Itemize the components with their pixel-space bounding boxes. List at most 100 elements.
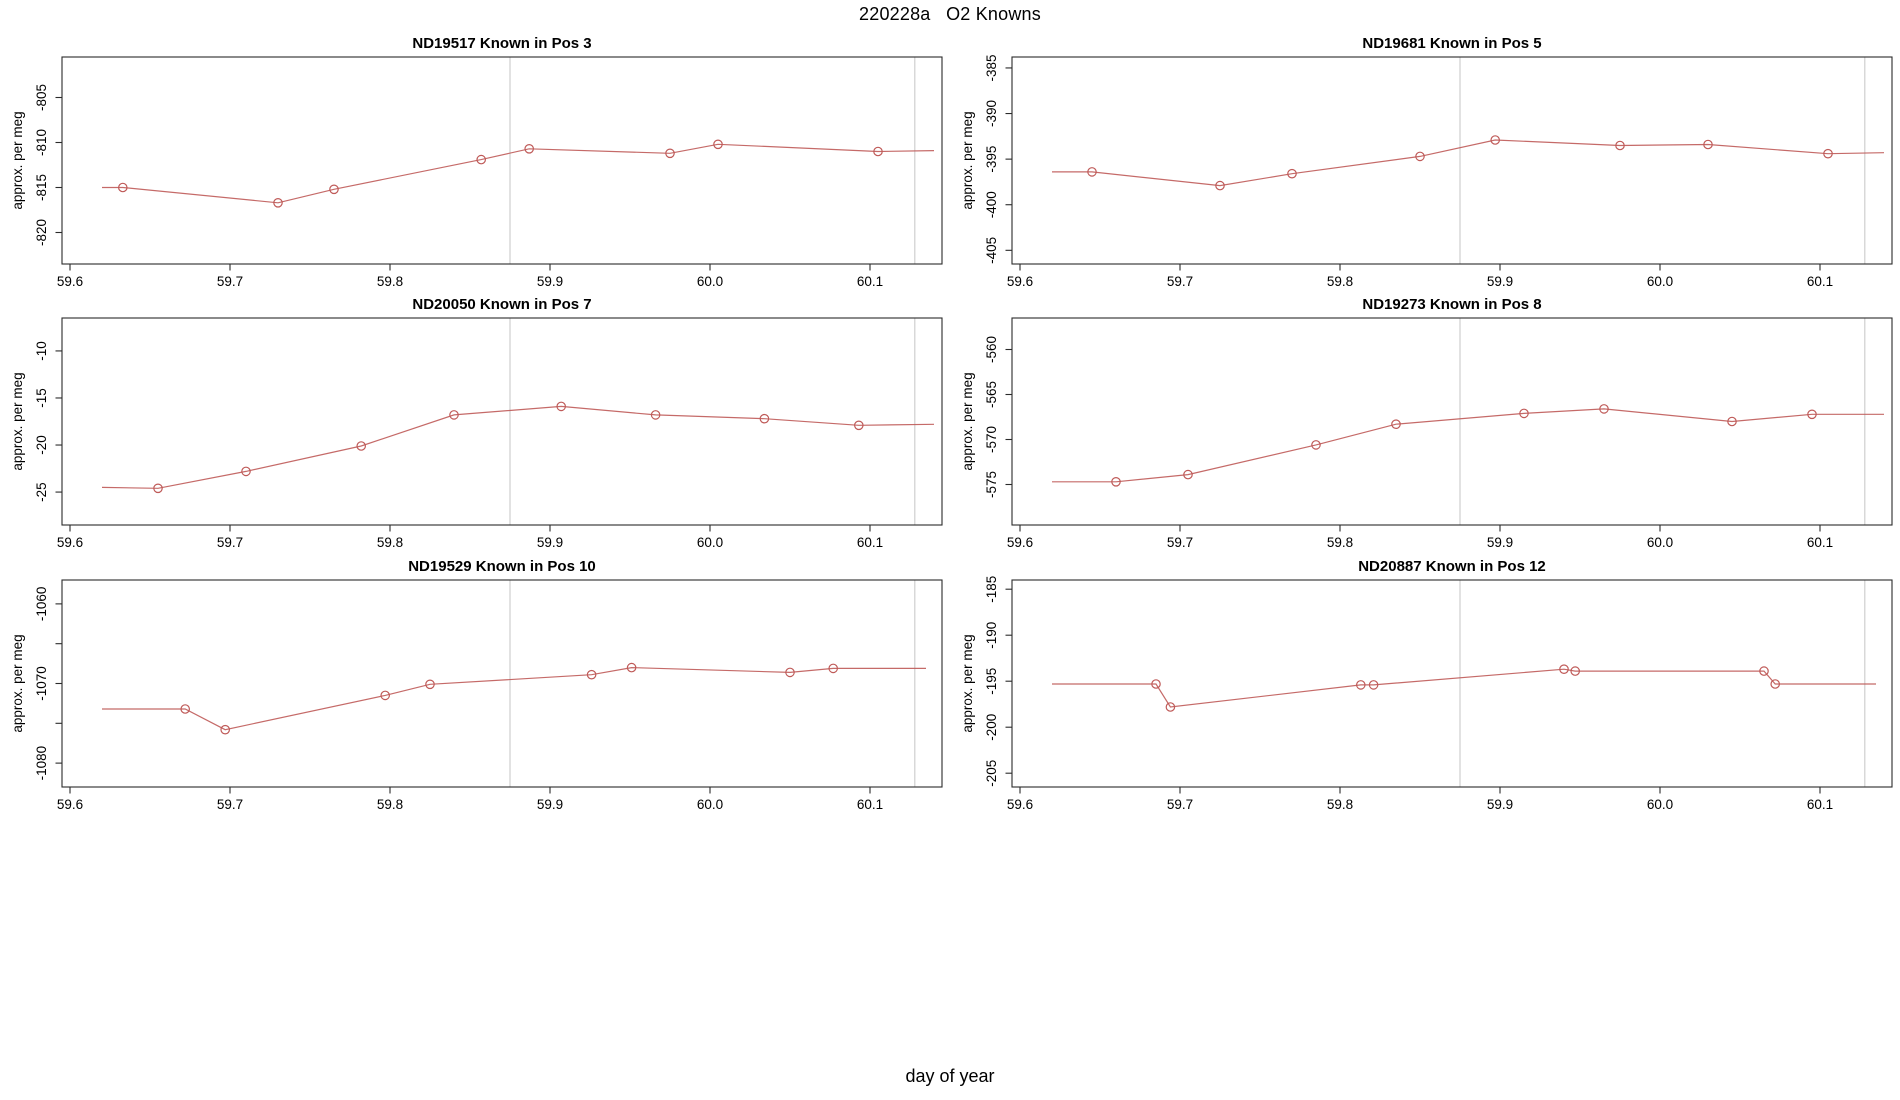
data-point [1490, 135, 1500, 145]
x-tick-label: 60.0 [1647, 535, 1673, 550]
y-axis-label: approx. per meg [10, 111, 25, 209]
data-point [1599, 404, 1609, 414]
y-tick-label: -390 [984, 100, 999, 127]
data-point [1368, 680, 1379, 690]
x-tick-label: 59.9 [537, 797, 563, 812]
data-point [1807, 409, 1817, 420]
panel-title: ND20050 Known in Pos 7 [412, 296, 591, 313]
data-point [1215, 180, 1225, 191]
y-tick-label: -25 [34, 482, 49, 502]
data-point [626, 662, 637, 673]
chart-panel-pos12: 59.6 59.7 59.8 59.9 60.0 60.1 -205 -200 -195 -190… [950, 550, 1900, 812]
data-line [1052, 668, 1876, 708]
data-point [273, 198, 283, 208]
data-line [1052, 408, 1884, 483]
x-tick-label: 60.1 [857, 274, 883, 289]
y-tick-label: -20 [34, 435, 49, 455]
x-tick-label: 60.1 [1807, 797, 1833, 812]
y-axis-label: approx. per meg [10, 634, 25, 732]
x-tick-label: 59.8 [1327, 797, 1353, 812]
data-point [1703, 139, 1713, 150]
x-tick-label: 59.6 [57, 274, 83, 289]
y-tick-label: -810 [34, 129, 49, 156]
data-point [713, 139, 723, 150]
panel-svg: 59.6 59.7 59.8 59.9 60.0 60.1 -405 -400 -395 -390… [960, 35, 1893, 289]
data-point [1519, 408, 1529, 419]
data-line [102, 666, 926, 731]
data-point [1759, 666, 1769, 676]
y-tick-label: -805 [34, 84, 49, 111]
panel-svg: 59.6 59.7 59.8 59.9 60.0 60.1 -1080 -1070 -1060 a… [10, 558, 943, 812]
x-tick-label: 59.7 [217, 274, 243, 289]
y-axis-label: approx. per meg [960, 634, 975, 732]
data-point [785, 667, 795, 678]
x-tick-label: 59.8 [377, 797, 403, 812]
plot-box [61, 317, 943, 526]
y-tick-label: -200 [984, 714, 999, 741]
plot-box [61, 56, 943, 265]
x-tick-label: 60.1 [1807, 274, 1833, 289]
chart-panel-pos5: 59.6 59.7 59.8 59.9 60.0 60.1 -405 -400 -395 -390… [950, 27, 1900, 289]
data-point [1151, 679, 1161, 689]
data-point [650, 410, 661, 420]
y-axis-label: approx. per meg [960, 111, 975, 209]
chart-panel-pos10: 59.6 59.7 59.8 59.9 60.0 60.1 -1080 -1070 -1060 a… [0, 550, 950, 812]
x-tick-label: 59.7 [1167, 797, 1193, 812]
y-tick-label: -1060 [34, 587, 49, 622]
x-axis-label: day of year [905, 1066, 995, 1086]
x-tick-label: 60.1 [857, 797, 883, 812]
panel-svg: 59.6 59.7 59.8 59.9 60.0 60.1 -820 -815 -810 -805… [10, 35, 943, 289]
data-line [1052, 139, 1885, 187]
data-point [1570, 666, 1580, 676]
x-tick-label: 59.6 [1007, 797, 1033, 812]
data-point [1727, 416, 1737, 427]
data-point [1415, 151, 1425, 162]
plot-box [1011, 317, 1893, 526]
data-point [1770, 679, 1780, 689]
x-tick-label: 59.6 [1007, 535, 1033, 550]
plot-box [1011, 579, 1893, 788]
data-point [118, 182, 128, 193]
panel-svg: 59.6 59.7 59.8 59.9 60.0 60.1 -25 -20 -15 -10 appr… [10, 296, 943, 550]
data-point [153, 483, 163, 494]
plot-box [61, 579, 943, 788]
panel-svg: 59.6 59.7 59.8 59.9 60.0 60.1 -205 -200 -195 -190… [960, 558, 1893, 812]
x-tick-label: 60.0 [697, 274, 723, 289]
x-tick-label: 59.7 [217, 797, 243, 812]
y-tick-label: -575 [984, 471, 999, 498]
chart-panel-pos7: 59.6 59.7 59.8 59.9 60.0 60.1 -25 -20 -15 -10 appr… [0, 288, 950, 550]
data-point [356, 441, 366, 451]
y-tick-label: -205 [984, 760, 999, 787]
x-tick-label: 60.1 [1807, 535, 1833, 550]
x-tick-label: 59.9 [537, 535, 563, 550]
panel-title: ND19517 Known in Pos 3 [412, 35, 591, 52]
panel-title: ND19529 Known in Pos 10 [408, 558, 596, 575]
y-tick-label: -565 [984, 381, 999, 408]
data-point [1559, 664, 1569, 674]
y-axis-label: approx. per meg [960, 372, 975, 470]
data-point [524, 144, 534, 154]
panel-title: ND19273 Known in Pos 8 [1362, 296, 1541, 313]
y-tick-label: -190 [984, 622, 999, 649]
data-point [1087, 167, 1097, 177]
data-line [102, 143, 935, 204]
data-line [101, 405, 935, 489]
x-tick-label: 60.0 [697, 797, 723, 812]
data-point [873, 146, 883, 157]
data-point [425, 679, 435, 690]
data-point [665, 148, 675, 159]
data-point [380, 690, 390, 701]
y-tick-label: -395 [984, 146, 999, 173]
x-tick-label: 59.8 [1327, 535, 1353, 550]
y-tick-label: -820 [34, 219, 49, 246]
data-point [329, 184, 339, 195]
data-point [556, 401, 566, 412]
x-tick-label: 59.6 [1007, 274, 1033, 289]
plot-box [1011, 56, 1893, 265]
panel-title: ND19681 Known in Pos 5 [1362, 35, 1541, 52]
data-point [1615, 140, 1625, 151]
x-tick-label: 59.7 [1167, 535, 1193, 550]
data-point [180, 704, 190, 714]
x-tick-label: 60.0 [697, 535, 723, 550]
chart-panel-pos8: 59.6 59.7 59.8 59.9 60.0 60.1 -575 -570 -565 -560… [950, 288, 1900, 550]
